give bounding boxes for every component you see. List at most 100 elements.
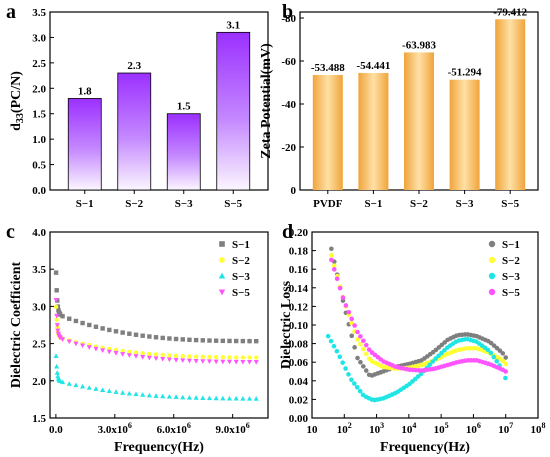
data-point (233, 395, 239, 401)
y-tick-label: 4.0 (32, 227, 46, 239)
data-point (220, 355, 226, 360)
data-point (331, 343, 337, 349)
data-point (146, 392, 152, 398)
data-point (73, 341, 79, 347)
bar-value-label: -51.294 (448, 67, 482, 79)
data-point (54, 370, 60, 375)
x-tick-label: 105 (434, 421, 449, 436)
series-1 (329, 252, 509, 371)
data-point (442, 348, 447, 353)
data-point (193, 395, 199, 400)
y-axis-label: Zeta Potential(mV) (259, 43, 274, 159)
bar (117, 72, 152, 191)
data-point (253, 396, 259, 401)
data-point (213, 359, 219, 365)
data-point (173, 394, 179, 400)
data-point (133, 350, 139, 355)
bar-value-label: 1.8 (78, 85, 92, 97)
data-point (106, 349, 112, 355)
data-point (485, 347, 491, 353)
data-point (226, 395, 233, 401)
data-point (207, 354, 212, 360)
data-point (193, 337, 199, 343)
data-point (240, 359, 246, 365)
x-tick-label: 6.0x106 (157, 421, 191, 436)
data-point (160, 357, 166, 362)
y-tick-label: 0.20 (289, 227, 309, 239)
data-point (93, 386, 99, 391)
x-axis-label: Frequency(Hz) (114, 440, 204, 455)
data-point (354, 385, 360, 390)
data-point (60, 314, 65, 319)
data-point (127, 349, 132, 354)
bar (404, 52, 434, 190)
data-point (53, 270, 59, 275)
series-2 (53, 353, 259, 401)
data-point (200, 338, 205, 343)
data-point (334, 276, 340, 282)
data-point (328, 338, 334, 344)
x-tick-label: 9.0x106 (216, 421, 250, 436)
y-tick-label: 0 (291, 185, 297, 197)
data-point (100, 326, 105, 331)
data-point (349, 377, 354, 383)
bar-value-label: 2.3 (127, 60, 141, 72)
data-point (167, 353, 172, 358)
legend-marker (488, 240, 496, 248)
data-point (500, 358, 506, 364)
data-point (133, 354, 139, 359)
data-point (220, 359, 226, 365)
bar (358, 72, 389, 190)
data-point (346, 309, 352, 315)
data-point (100, 348, 106, 353)
legend-label: S−5 (502, 287, 520, 299)
data-point (180, 353, 185, 359)
data-point (363, 368, 369, 373)
data-point (180, 337, 185, 342)
data-point (193, 359, 199, 364)
data-point (60, 379, 66, 385)
data-point (355, 355, 360, 361)
data-point (167, 336, 172, 341)
data-point (57, 335, 63, 341)
y-axis-label: d33(PC/N) (9, 71, 26, 131)
data-point (55, 328, 61, 334)
data-point (200, 359, 206, 364)
data-point (140, 354, 146, 360)
data-point (346, 372, 351, 377)
data-point (160, 352, 165, 358)
legend-label: S−5 (232, 287, 250, 299)
data-point (87, 322, 92, 328)
data-point (120, 348, 125, 354)
data-point (206, 395, 213, 401)
data-point (247, 359, 253, 365)
data-point (60, 337, 66, 342)
x-tick-label: 0.0 (49, 424, 63, 436)
data-point (233, 338, 239, 344)
data-point (331, 267, 337, 272)
data-point (363, 351, 369, 357)
data-point (106, 388, 112, 393)
y-tick-label: 1.5 (32, 109, 46, 121)
data-point (58, 312, 63, 317)
data-point (213, 338, 219, 343)
data-point (340, 295, 346, 300)
panel-label: a (6, 1, 16, 23)
legend-label: S−1 (502, 239, 520, 251)
x-tick-label: S−3 (456, 198, 474, 210)
data-point (54, 288, 59, 293)
data-point (55, 298, 60, 303)
data-point (113, 329, 119, 334)
bar-value-label: -79.412 (493, 6, 527, 18)
x-tick-label: PVDF (313, 198, 343, 210)
legend-marker (218, 289, 226, 296)
data-point (503, 369, 509, 374)
data-point (352, 345, 357, 350)
data-point (430, 359, 436, 364)
data-point (86, 385, 92, 390)
data-point (80, 343, 86, 349)
data-point (227, 355, 232, 360)
data-point (160, 335, 165, 341)
x-tick-label: 3.0x106 (98, 421, 132, 436)
